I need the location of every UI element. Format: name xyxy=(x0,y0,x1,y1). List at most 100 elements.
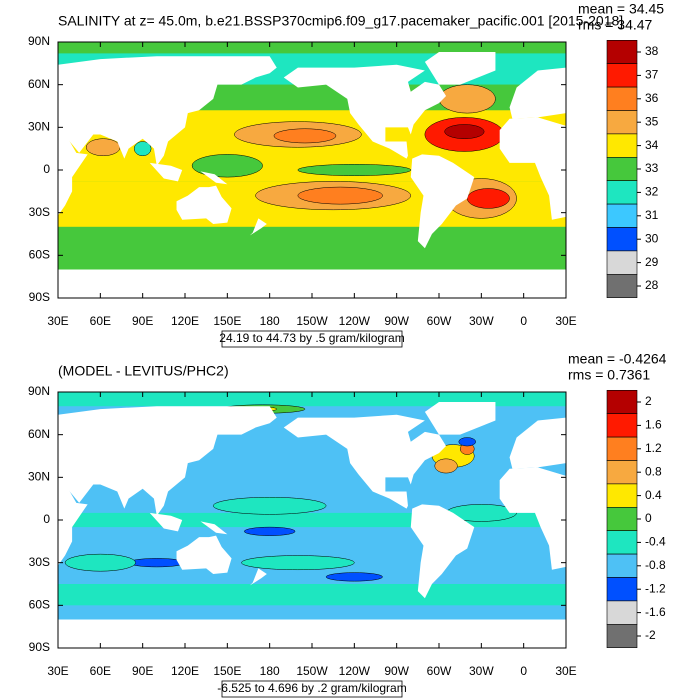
lon-label: 180 xyxy=(260,664,280,678)
lon-label: 120W xyxy=(339,314,371,328)
colorbar-box xyxy=(606,250,638,275)
lon-label: 30E xyxy=(555,664,576,678)
colorbar-box xyxy=(606,460,638,485)
colorbar-label: 36 xyxy=(645,91,659,105)
ocean-feature xyxy=(444,124,485,139)
lat-label: 90N xyxy=(28,384,50,398)
lat-label: 0 xyxy=(43,162,50,176)
panel-title: SALINITY at z= 45.0m, b.e21.BSSP370cmip6… xyxy=(58,13,623,29)
lat-label: 90S xyxy=(29,290,50,304)
colorbar-label: 30 xyxy=(645,231,659,245)
mean-label: mean = -0.4264 xyxy=(568,351,667,367)
land xyxy=(58,269,566,298)
land xyxy=(58,56,277,166)
colorbar-box xyxy=(606,436,638,461)
land xyxy=(176,535,232,575)
land xyxy=(499,117,566,220)
land xyxy=(283,414,447,509)
colorbar-label: 1.2 xyxy=(645,441,662,455)
ocean-feature xyxy=(128,558,186,568)
caption-box xyxy=(221,330,403,348)
land xyxy=(149,162,183,182)
mean-label: mean = 34.45 xyxy=(578,1,664,17)
land xyxy=(200,521,228,535)
lon-label: 30E xyxy=(47,314,68,328)
colorbar-label: -1.2 xyxy=(645,581,666,595)
colorbar-label: 32 xyxy=(645,185,659,199)
lon-label: 90W xyxy=(384,314,409,328)
ocean-feature xyxy=(191,154,263,178)
colorbar-label: -1.6 xyxy=(645,605,666,619)
ocean-feature xyxy=(297,186,383,205)
land xyxy=(509,417,566,469)
colorbar-box xyxy=(606,86,638,111)
caption-box xyxy=(221,680,403,698)
lon-label: 180 xyxy=(260,314,280,328)
land xyxy=(410,504,475,599)
lon-label: 30E xyxy=(47,664,68,678)
lat-label: 30S xyxy=(29,205,50,219)
land xyxy=(58,125,88,216)
ocean-band xyxy=(58,584,566,606)
ocean-feature xyxy=(244,526,296,536)
land xyxy=(249,218,267,236)
caption: 24.19 to 44.73 by .5 gram/kilogram xyxy=(219,331,404,345)
land xyxy=(283,64,447,159)
lat-label: 30S xyxy=(29,555,50,569)
colorbar-label: -0.4 xyxy=(645,535,666,549)
colorbar-box xyxy=(606,530,638,555)
land xyxy=(58,475,88,566)
land xyxy=(200,171,228,185)
colorbar-box xyxy=(606,553,638,578)
ocean-feature xyxy=(85,138,121,157)
land xyxy=(58,619,566,648)
lon-label: 120E xyxy=(171,314,199,328)
colorbar-box xyxy=(606,110,638,135)
lon-label: 60E xyxy=(90,314,111,328)
lon-label: 30W xyxy=(469,314,494,328)
land xyxy=(499,467,566,570)
colorbar-label: 0.8 xyxy=(645,464,662,478)
colorbar-box xyxy=(606,577,638,602)
land xyxy=(176,185,232,225)
lon-label: 90E xyxy=(132,314,153,328)
map-layer xyxy=(58,42,566,298)
colorbar-label: 31 xyxy=(645,208,659,222)
caption: -6.525 to 4.696 by .2 gram/kilogram xyxy=(217,681,406,695)
colorbar-box xyxy=(606,623,638,648)
lat-label: 30N xyxy=(28,470,50,484)
land xyxy=(58,406,277,516)
rms-label: rms = 34.47 xyxy=(578,17,653,33)
ocean-feature xyxy=(325,572,383,582)
lat-label: 60N xyxy=(28,427,50,441)
colorbar-box xyxy=(606,600,638,625)
lat-label: 90N xyxy=(28,34,50,48)
lon-label: 120E xyxy=(171,664,199,678)
ocean-feature xyxy=(241,555,355,571)
rms-label: rms = 0.7361 xyxy=(568,367,650,383)
colorbar-label: -0.8 xyxy=(645,558,666,572)
colorbar-box xyxy=(606,413,638,438)
land xyxy=(509,67,566,119)
land xyxy=(410,154,475,249)
lon-label: 150W xyxy=(296,314,328,328)
colorbar-box xyxy=(606,39,638,64)
colorbar-box xyxy=(606,203,638,228)
colorbar-box xyxy=(606,506,638,531)
lon-label: 90W xyxy=(384,664,409,678)
colorbar-box xyxy=(606,133,638,158)
lon-label: 150W xyxy=(296,664,328,678)
colorbar-label: 38 xyxy=(645,44,659,58)
lat-label: 60N xyxy=(28,77,50,91)
lon-label: 150E xyxy=(213,664,241,678)
land xyxy=(249,568,267,586)
ocean-feature xyxy=(297,164,412,176)
lat-label: 60S xyxy=(29,248,50,262)
lat-label: 30N xyxy=(28,120,50,134)
colorbar-label: 29 xyxy=(645,255,659,269)
colorbar-box xyxy=(606,389,638,414)
lon-label: 150E xyxy=(213,314,241,328)
lon-label: 60E xyxy=(90,664,111,678)
ocean-feature xyxy=(212,496,327,515)
